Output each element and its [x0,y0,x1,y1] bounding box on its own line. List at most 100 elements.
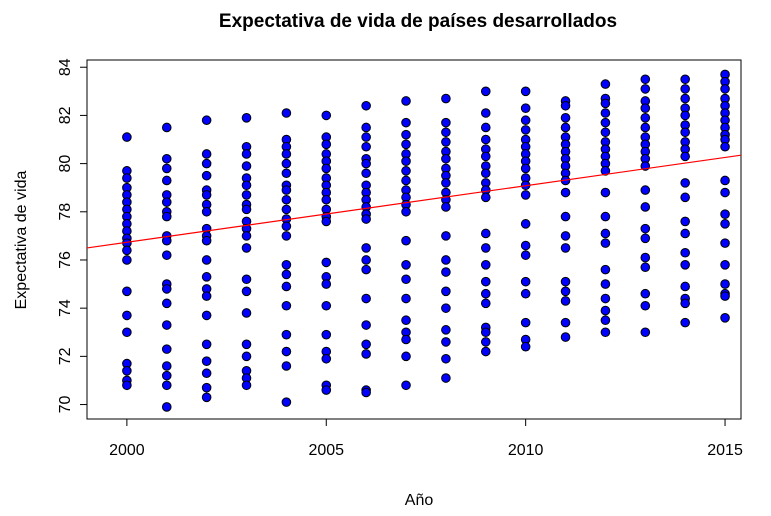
data-point [680,281,690,292]
y-tick-label: 80 [57,155,74,173]
data-point [321,194,332,205]
data-point [321,257,332,268]
data-point [161,344,172,354]
data-point [281,361,292,371]
data-point [640,262,651,273]
data-point [520,103,531,113]
data-point [281,259,292,270]
data-point [441,267,451,277]
data-point [201,368,212,379]
data-point [361,339,371,350]
y-tick-label: 74 [57,299,74,317]
data-point [401,129,411,140]
x-tick-label: 2000 [109,442,145,459]
data-point [161,361,172,371]
data-point [520,190,531,200]
data-point [281,397,292,407]
data-point [201,170,212,181]
data-point [680,178,690,188]
data-point [161,175,172,186]
data-point [161,211,172,222]
data-point [401,156,411,166]
data-point [640,113,651,123]
data-point [720,259,730,270]
data-point [441,137,451,147]
data-point [600,238,611,248]
data-point [600,305,611,316]
x-tick-label: 2005 [308,442,344,459]
trend-line [86,154,742,249]
data-point [361,168,371,179]
data-point [480,86,491,97]
data-point [600,264,611,275]
data-point [201,272,212,282]
y-tick-label: 70 [57,396,74,414]
data-point [161,153,172,164]
data-point [720,84,730,94]
data-point [600,108,611,118]
data-point [122,327,132,338]
data-point [520,115,531,126]
data-point [361,214,371,224]
data-point [161,163,172,174]
data-point [201,115,212,126]
data-point [361,141,371,152]
data-point [201,158,212,169]
data-point [441,231,451,241]
data-point [281,281,292,292]
chart-title: Expectativa de vida de países desarrolla… [219,11,617,32]
data-point [441,127,451,138]
data-point [241,190,252,200]
data-point [520,288,531,299]
data-point [520,163,531,174]
data-point [480,288,491,299]
data-point [560,211,571,222]
data-point [122,245,132,256]
data-point [281,185,292,195]
data-point [401,293,411,304]
data-point [720,209,730,220]
data-point [680,317,690,328]
data-point [281,204,292,215]
data-point [640,233,651,244]
data-points [122,69,730,412]
data-point [480,337,491,347]
data-point [640,74,651,85]
data-point [321,300,332,311]
data-point [201,255,212,265]
data-point [441,303,451,313]
data-point [520,86,531,97]
data-point [441,117,451,128]
data-point [640,223,651,234]
data-point [401,166,411,176]
data-point [361,387,371,398]
data-point [161,402,172,412]
data-point [680,259,690,270]
data-point [401,380,411,391]
data-point [241,204,252,215]
data-point [361,293,371,304]
data-point [600,187,611,198]
data-point [361,264,371,275]
data-point [161,284,172,294]
x-axis: 2000 2005 2010 2015 [109,419,743,459]
data-point [161,197,172,207]
data-point [520,317,531,328]
data-point [600,293,611,304]
data-point [560,231,571,241]
data-point [720,313,730,323]
data-point [680,228,690,239]
data-point [640,300,651,311]
y-tick-label: 78 [57,203,74,221]
data-point [560,100,571,111]
data-point [600,166,611,176]
data-point [560,243,571,253]
data-point [680,247,690,258]
y-axis: 70 72 74 76 78 80 82 84 [57,58,87,413]
data-point [241,274,252,285]
data-point [480,276,491,287]
x-axis-label: Año [405,492,434,509]
data-point [161,380,172,391]
data-point [640,122,651,133]
